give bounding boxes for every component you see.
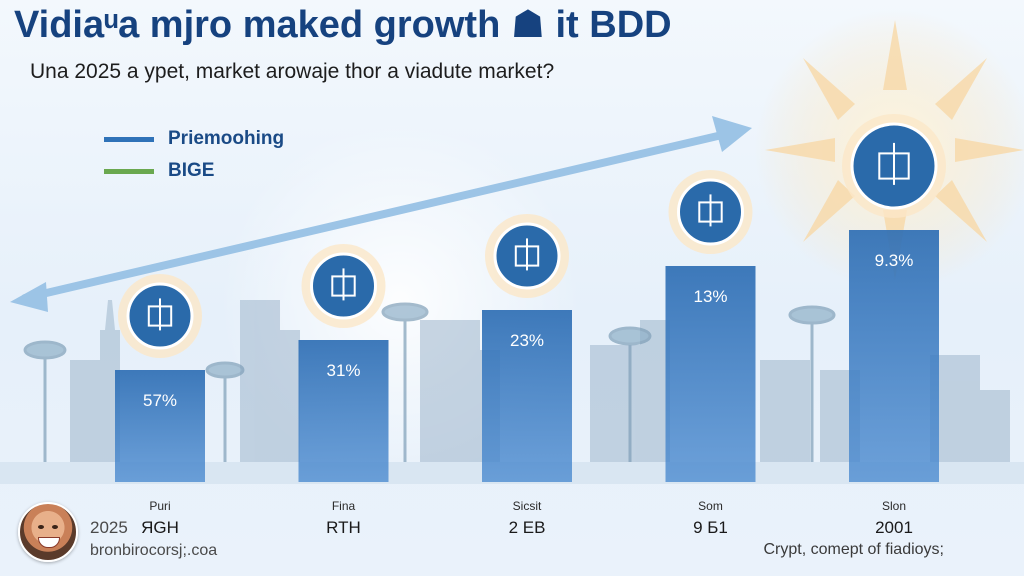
value-label: 57% xyxy=(143,391,177,410)
value-label: 23% xyxy=(510,331,544,350)
value-label: 31% xyxy=(326,361,360,380)
globe-icon xyxy=(118,274,202,358)
legend-label-primary: Priemoohing xyxy=(168,128,285,149)
legend-swatch-primary xyxy=(104,136,154,142)
value-label: 13% xyxy=(693,287,727,306)
palm-trees xyxy=(23,302,836,470)
category-label-bottom: 9 Б1 xyxy=(693,518,728,537)
category-label-top: Fina xyxy=(332,499,356,513)
legend-label-secondary: BIGE xyxy=(168,160,215,181)
bar-2 xyxy=(298,340,389,482)
legend-item-primary: Priemoohing xyxy=(104,128,284,150)
legend-swatch-secondary xyxy=(104,168,154,174)
category-label-top: Som xyxy=(698,499,723,513)
footer-year: 2025 xyxy=(90,518,128,537)
footer-credit: Crypt, comept of fiadioys; xyxy=(763,541,944,558)
category-label-bottom: ЯGH xyxy=(141,518,179,537)
category-label-bottom: 2 EB xyxy=(509,518,546,537)
category-label-bottom: 2001 xyxy=(875,518,913,537)
sun-emblem-icon xyxy=(842,114,946,218)
legend-item-secondary: BIGE xyxy=(104,160,214,182)
category-label-top: Slon xyxy=(882,499,906,513)
avatar xyxy=(18,502,78,562)
chart-title: Vidiaᵘa mjro maked growth ☗ it BDD xyxy=(14,4,672,46)
tower-icon xyxy=(485,214,569,298)
bar-series xyxy=(115,230,939,482)
bar-1 xyxy=(115,370,205,482)
bar-4 xyxy=(665,266,756,482)
avatar-mouth xyxy=(38,537,60,548)
category-labels: Puri ЯGH Fina RTH Sicsit 2 EB Som 9 Б1 Slon 2001 xyxy=(141,499,913,537)
bridge-icon xyxy=(668,170,753,254)
avatar-eye xyxy=(38,525,44,529)
chart-subtitle: Una 2025 a ypet, market arowaje thor a v… xyxy=(30,60,555,83)
value-label: 9.3% xyxy=(875,251,914,270)
category-label-bottom: RTH xyxy=(326,518,361,537)
avatar-eye xyxy=(52,525,58,529)
value-labels: 57% 31% 23% 13% 9.3% xyxy=(143,251,913,410)
building-icon xyxy=(301,244,386,328)
trend-arrow xyxy=(10,116,752,312)
category-label-top: Sicsit xyxy=(513,499,542,513)
bar-3 xyxy=(482,310,572,482)
bar-icons xyxy=(118,114,946,358)
category-label-top: Puri xyxy=(149,499,170,513)
footer-site: bronbiroсorsj;.coa xyxy=(90,542,218,559)
bar-5 xyxy=(849,230,939,482)
